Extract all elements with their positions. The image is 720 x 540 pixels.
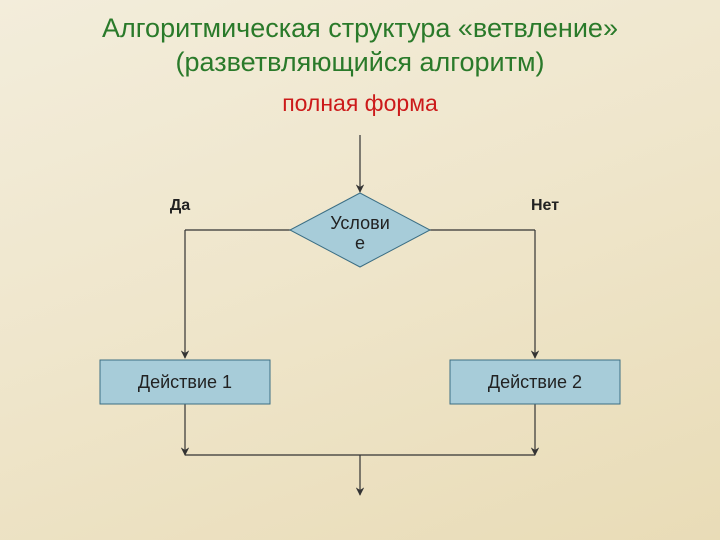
branch-label-no: Нет: [531, 197, 559, 214]
action1-label: Действие 1: [138, 372, 232, 392]
branch-label-yes: Да: [170, 197, 190, 214]
condition-label-2: е: [355, 233, 365, 253]
flow-nodes: Условие Действие 1 Действие 2: [100, 193, 620, 404]
action2-label: Действие 2: [488, 372, 582, 392]
flow-edges: [185, 135, 535, 495]
condition-label-1: Услови: [330, 213, 390, 233]
flowchart-canvas: Условие Действие 1 Действие 2 Да Нет: [0, 0, 720, 540]
